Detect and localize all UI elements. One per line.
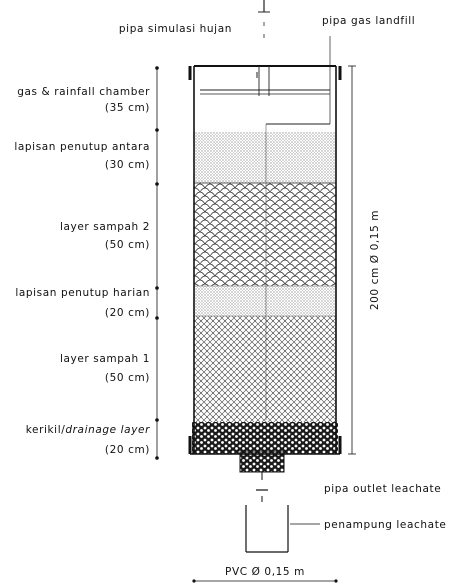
layer-penutup-harian xyxy=(194,286,336,316)
layer-drainage xyxy=(192,422,338,454)
gas-pipe-label: pipa gas landfill xyxy=(322,15,415,27)
leachate-collector xyxy=(245,505,289,553)
column-wall xyxy=(188,65,342,455)
layer-label-sampah-2: layer sampah 2 xyxy=(60,221,150,233)
pvc-dimension-label: PVC Ø 0,15 m xyxy=(225,566,305,578)
layer-thickness-sampah-2: (50 cm) xyxy=(105,239,150,251)
pvc-dimension-line xyxy=(192,579,338,583)
collector-label: penampung leachate xyxy=(324,519,446,531)
layer-thickness-sampah-1: (50 cm) xyxy=(105,372,150,384)
layer-sampah-1 xyxy=(194,316,336,422)
layer-label-gas-chamber: gas & rainfall chamber xyxy=(17,86,150,98)
left-dimension-line xyxy=(155,66,159,460)
rain-pipe-label: pipa simulasi hujan xyxy=(119,23,232,35)
outlet-pipe-label: pipa outlet leachate xyxy=(324,483,441,495)
layer-thickness-penutup-harian: (20 cm) xyxy=(105,307,150,319)
layer-thickness-penutup-antara: (30 cm) xyxy=(105,159,150,171)
layer-label-penutup-harian: lapisan penutup harian xyxy=(15,287,150,299)
layer-thickness-gas-chamber: (35 cm) xyxy=(105,102,150,114)
layer-label-sampah-1: layer sampah 1 xyxy=(60,353,150,365)
layer-label-penutup-antara: lapisan penutup antara xyxy=(14,141,150,153)
layer-sampah-2 xyxy=(194,183,336,286)
height-dimension-label: 200 cm Ø 0,15 m xyxy=(369,210,381,310)
rain-pipe xyxy=(256,0,270,96)
outlet-pipe xyxy=(256,472,268,502)
gas-pipe xyxy=(266,36,331,125)
layer-label-drainage: kerikil/drainage layer xyxy=(26,424,150,436)
height-dimension-line xyxy=(348,65,356,455)
outlet-plug xyxy=(239,451,285,473)
layer-gas-chamber xyxy=(194,70,336,132)
layer-thickness-drainage: (20 cm) xyxy=(105,444,150,456)
layer-penutup-antara xyxy=(194,132,336,183)
